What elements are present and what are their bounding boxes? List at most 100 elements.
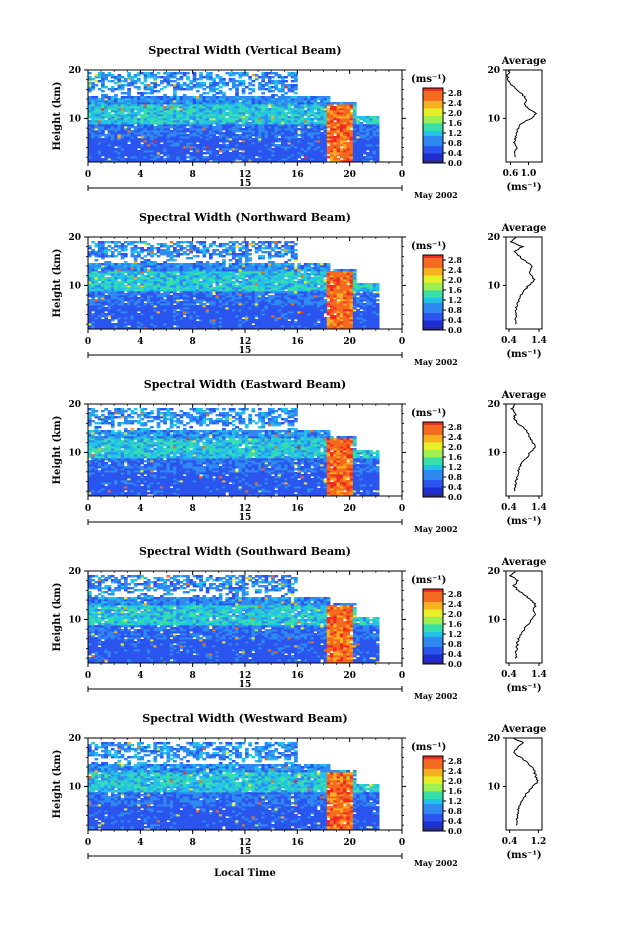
heatmap-cell [117, 126, 122, 129]
heatmap-cell [120, 108, 125, 111]
heatmap-cell [169, 98, 174, 101]
heatmap-cell [248, 78, 252, 81]
heatmap-cell [209, 140, 213, 143]
heatmap-cell [97, 122, 102, 125]
heatmap-cell [120, 158, 125, 161]
heatmap-cell [294, 154, 298, 157]
heatmap-cell [173, 114, 177, 117]
heatmap-cell [261, 80, 266, 83]
heatmap-cell [117, 160, 122, 163]
heatmap-cell [163, 118, 167, 121]
heatmap-cell [94, 122, 99, 125]
heatmap-cell [235, 80, 239, 83]
heatmap-cell [186, 106, 190, 109]
heatmap-cell [251, 114, 256, 117]
heatmap-cell [91, 118, 95, 121]
heatmap-cell [120, 102, 125, 105]
heatmap-cell [297, 140, 301, 143]
heatmap-cell [261, 124, 266, 127]
heatmap-cell [114, 150, 118, 153]
heatmap-cell [179, 122, 184, 125]
heatmap-cell [120, 120, 125, 123]
heatmap-cell [297, 156, 301, 159]
heatmap-cell [97, 271, 102, 274]
heatmap-cell [202, 110, 207, 113]
heatmap-cell [195, 96, 200, 99]
heatmap-cell [120, 138, 125, 141]
heatmap-cell [176, 102, 180, 105]
heatmap-cell [222, 78, 226, 81]
heatmap-cell [258, 138, 262, 141]
heatmap-cell [271, 136, 275, 139]
heatmap-cell [218, 128, 223, 131]
heatmap-cell [287, 130, 292, 133]
heatmap-cell [117, 130, 122, 133]
heatmap-cell [280, 86, 285, 89]
heatmap-cell [248, 148, 252, 151]
heatmap-cell [137, 140, 141, 143]
heatmap-cell [192, 122, 197, 125]
heatmap-cell [143, 122, 148, 125]
heatmap-cell [267, 152, 272, 155]
heatmap-cell [307, 140, 311, 143]
heatmap-cell [209, 112, 213, 115]
heatmap-cell [133, 128, 138, 131]
heatmap-cell [271, 86, 275, 89]
panel-title: Spectral Width (Northward Beam) [139, 211, 351, 224]
heatmap-cell [323, 96, 328, 99]
y-tick-label: 20 [68, 66, 81, 76]
heatmap-cell [199, 94, 203, 97]
heatmap-cell [290, 98, 295, 101]
heatmap-cell [323, 134, 328, 137]
heatmap-cell [277, 100, 282, 103]
heatmap-cell [176, 144, 180, 147]
heatmap-cell [258, 130, 262, 133]
heatmap-cell [182, 72, 187, 75]
heatmap-cell [241, 98, 246, 101]
heatmap-cell [163, 299, 167, 302]
heatmap-cell [176, 130, 180, 133]
heatmap-cell [271, 90, 275, 93]
heatmap-cell [228, 259, 233, 262]
heatmap-cell [297, 110, 301, 113]
heatmap-cell [110, 241, 115, 244]
heatmap-cell [199, 116, 203, 119]
heatmap-cell [277, 82, 282, 85]
heatmap-cell [143, 134, 148, 137]
heatmap-cell [277, 130, 282, 133]
heatmap-cell [294, 152, 298, 155]
heatmap-cell [258, 114, 262, 117]
heatmap-cell [137, 154, 141, 157]
heatmap-cell [195, 154, 200, 157]
heatmap-cell [245, 156, 249, 159]
heatmap-cell [110, 142, 115, 145]
heatmap-cell [258, 132, 262, 135]
heatmap-cell [159, 106, 164, 109]
heatmap-cell [320, 108, 324, 111]
heatmap-cell [212, 86, 216, 89]
heatmap-cell [114, 152, 118, 155]
heatmap-cell [264, 146, 269, 149]
heatmap-cell [310, 142, 315, 145]
heatmap-cell [166, 134, 171, 137]
heatmap-cell [199, 138, 203, 141]
heatmap-cell [159, 98, 164, 101]
colorbar-swatch [423, 143, 443, 146]
heatmap-cell [254, 136, 259, 139]
heatmap-cell [123, 293, 128, 296]
heatmap-cell [104, 295, 109, 298]
heatmap-cell [271, 138, 275, 141]
heatmap-cell [225, 130, 230, 133]
heatmap-cell [212, 122, 216, 125]
x-tick-label: 16 [291, 170, 304, 180]
heatmap-cell [287, 144, 292, 147]
colorbar-swatch [423, 115, 443, 119]
heatmap-cell [231, 158, 236, 161]
heatmap-cell [94, 100, 99, 103]
heatmap-cell [215, 152, 220, 155]
heatmap-cell [150, 102, 154, 105]
heatmap-cell [290, 150, 295, 153]
heatmap-cell [156, 96, 161, 99]
y-axis-label: Height (km) [52, 82, 63, 151]
heatmap-cell [235, 108, 239, 111]
